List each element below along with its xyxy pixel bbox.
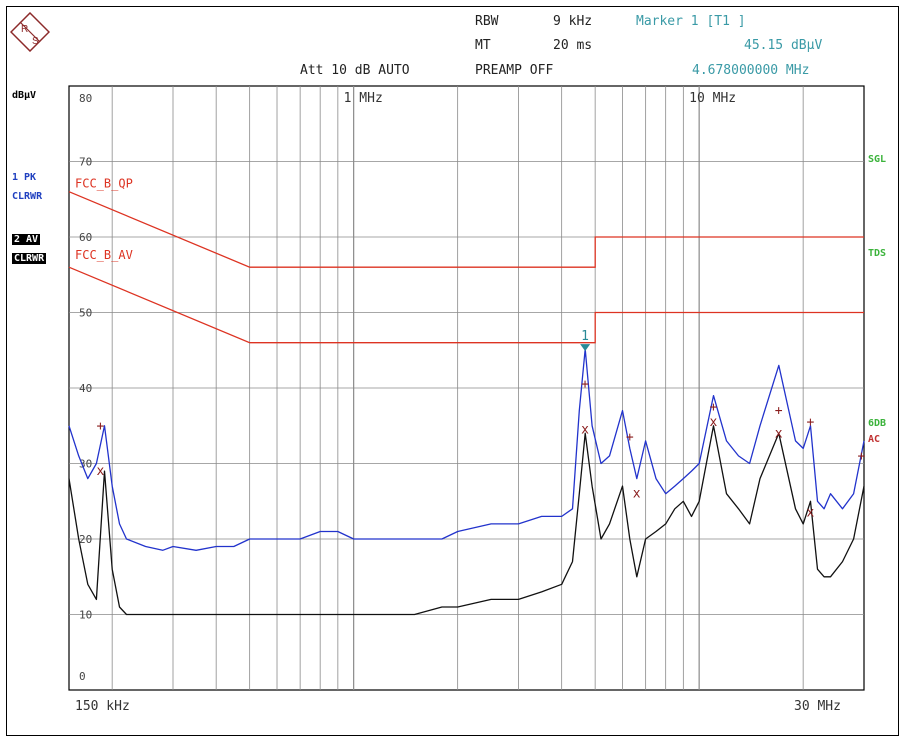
trace-marker: + [626, 430, 634, 445]
limit-line [68, 266, 864, 344]
preamp-text: PREAMP OFF [475, 63, 554, 78]
tds-indicator: TDS [868, 248, 887, 259]
marker-1-label: 1 [581, 329, 589, 344]
y-tick-label: 20 [79, 533, 92, 546]
trace-marker: x [806, 506, 814, 521]
peak-trace [68, 348, 865, 551]
rs-logo: R S [10, 12, 50, 52]
y-tick-label: 70 [79, 156, 92, 169]
marker-title: Marker 1 [T1 ] [636, 14, 746, 29]
y-tick-label: 50 [79, 307, 92, 320]
average-trace [68, 425, 865, 616]
mt-label: MT [475, 38, 491, 53]
trace-marker: x [96, 464, 104, 479]
trace-marker: + [857, 449, 865, 464]
rbw-value: 9 kHz [553, 14, 593, 29]
trace-marker: x [581, 423, 589, 438]
trace-marker: x [709, 415, 717, 430]
x-tick-label: 10 MHz [689, 91, 736, 106]
trace-marker: x [775, 426, 783, 441]
y-tick-label: 40 [79, 382, 92, 395]
y-tick-label: 0 [79, 670, 86, 683]
y-tick-label: 80 [79, 92, 92, 105]
trace-marker: + [709, 400, 717, 415]
trace2-clear: CLRWR [12, 253, 47, 264]
limit-line [68, 191, 864, 268]
mt-value: 20 ms [553, 38, 593, 53]
trace-marker: + [96, 419, 104, 434]
trace1-clear: CLRWR [12, 191, 43, 202]
limit-line-label: FCC_B_AV [75, 248, 133, 262]
x-start-label: 150 kHz [75, 699, 130, 714]
marker-1-symbol [580, 344, 591, 352]
trace2-mode: 2 AV [12, 234, 41, 245]
y-tick-label: 10 [79, 609, 92, 622]
limit-line-label: FCC_B_QP [75, 177, 133, 191]
six-db-indicator: 6DB [868, 418, 887, 429]
sgl-indicator: SGL [868, 154, 887, 165]
y-tick-label: 60 [79, 231, 92, 244]
trace-marker: + [806, 415, 814, 430]
svg-text:S: S [32, 36, 39, 47]
trace-marker: x [633, 487, 641, 502]
x-tick-label: 1 MHz [344, 91, 383, 106]
marker-frequency: 4.678000000 MHz [692, 63, 810, 78]
trace-marker: + [775, 404, 783, 419]
x-stop-label: 30 MHz [794, 699, 841, 714]
ac-indicator: AC [868, 434, 881, 445]
analyzer-frame [6, 6, 899, 736]
trace-marker: + [581, 377, 589, 392]
rbw-label: RBW [475, 14, 499, 29]
y-tick-label: 30 [79, 458, 92, 471]
y-unit-label: dBµV [12, 90, 37, 101]
attenuation-text: Att 10 dB AUTO [300, 63, 410, 78]
marker-level: 45.15 dBµV [744, 38, 823, 53]
trace1-mode: 1 PK [12, 172, 37, 183]
svg-text:R: R [21, 24, 28, 35]
